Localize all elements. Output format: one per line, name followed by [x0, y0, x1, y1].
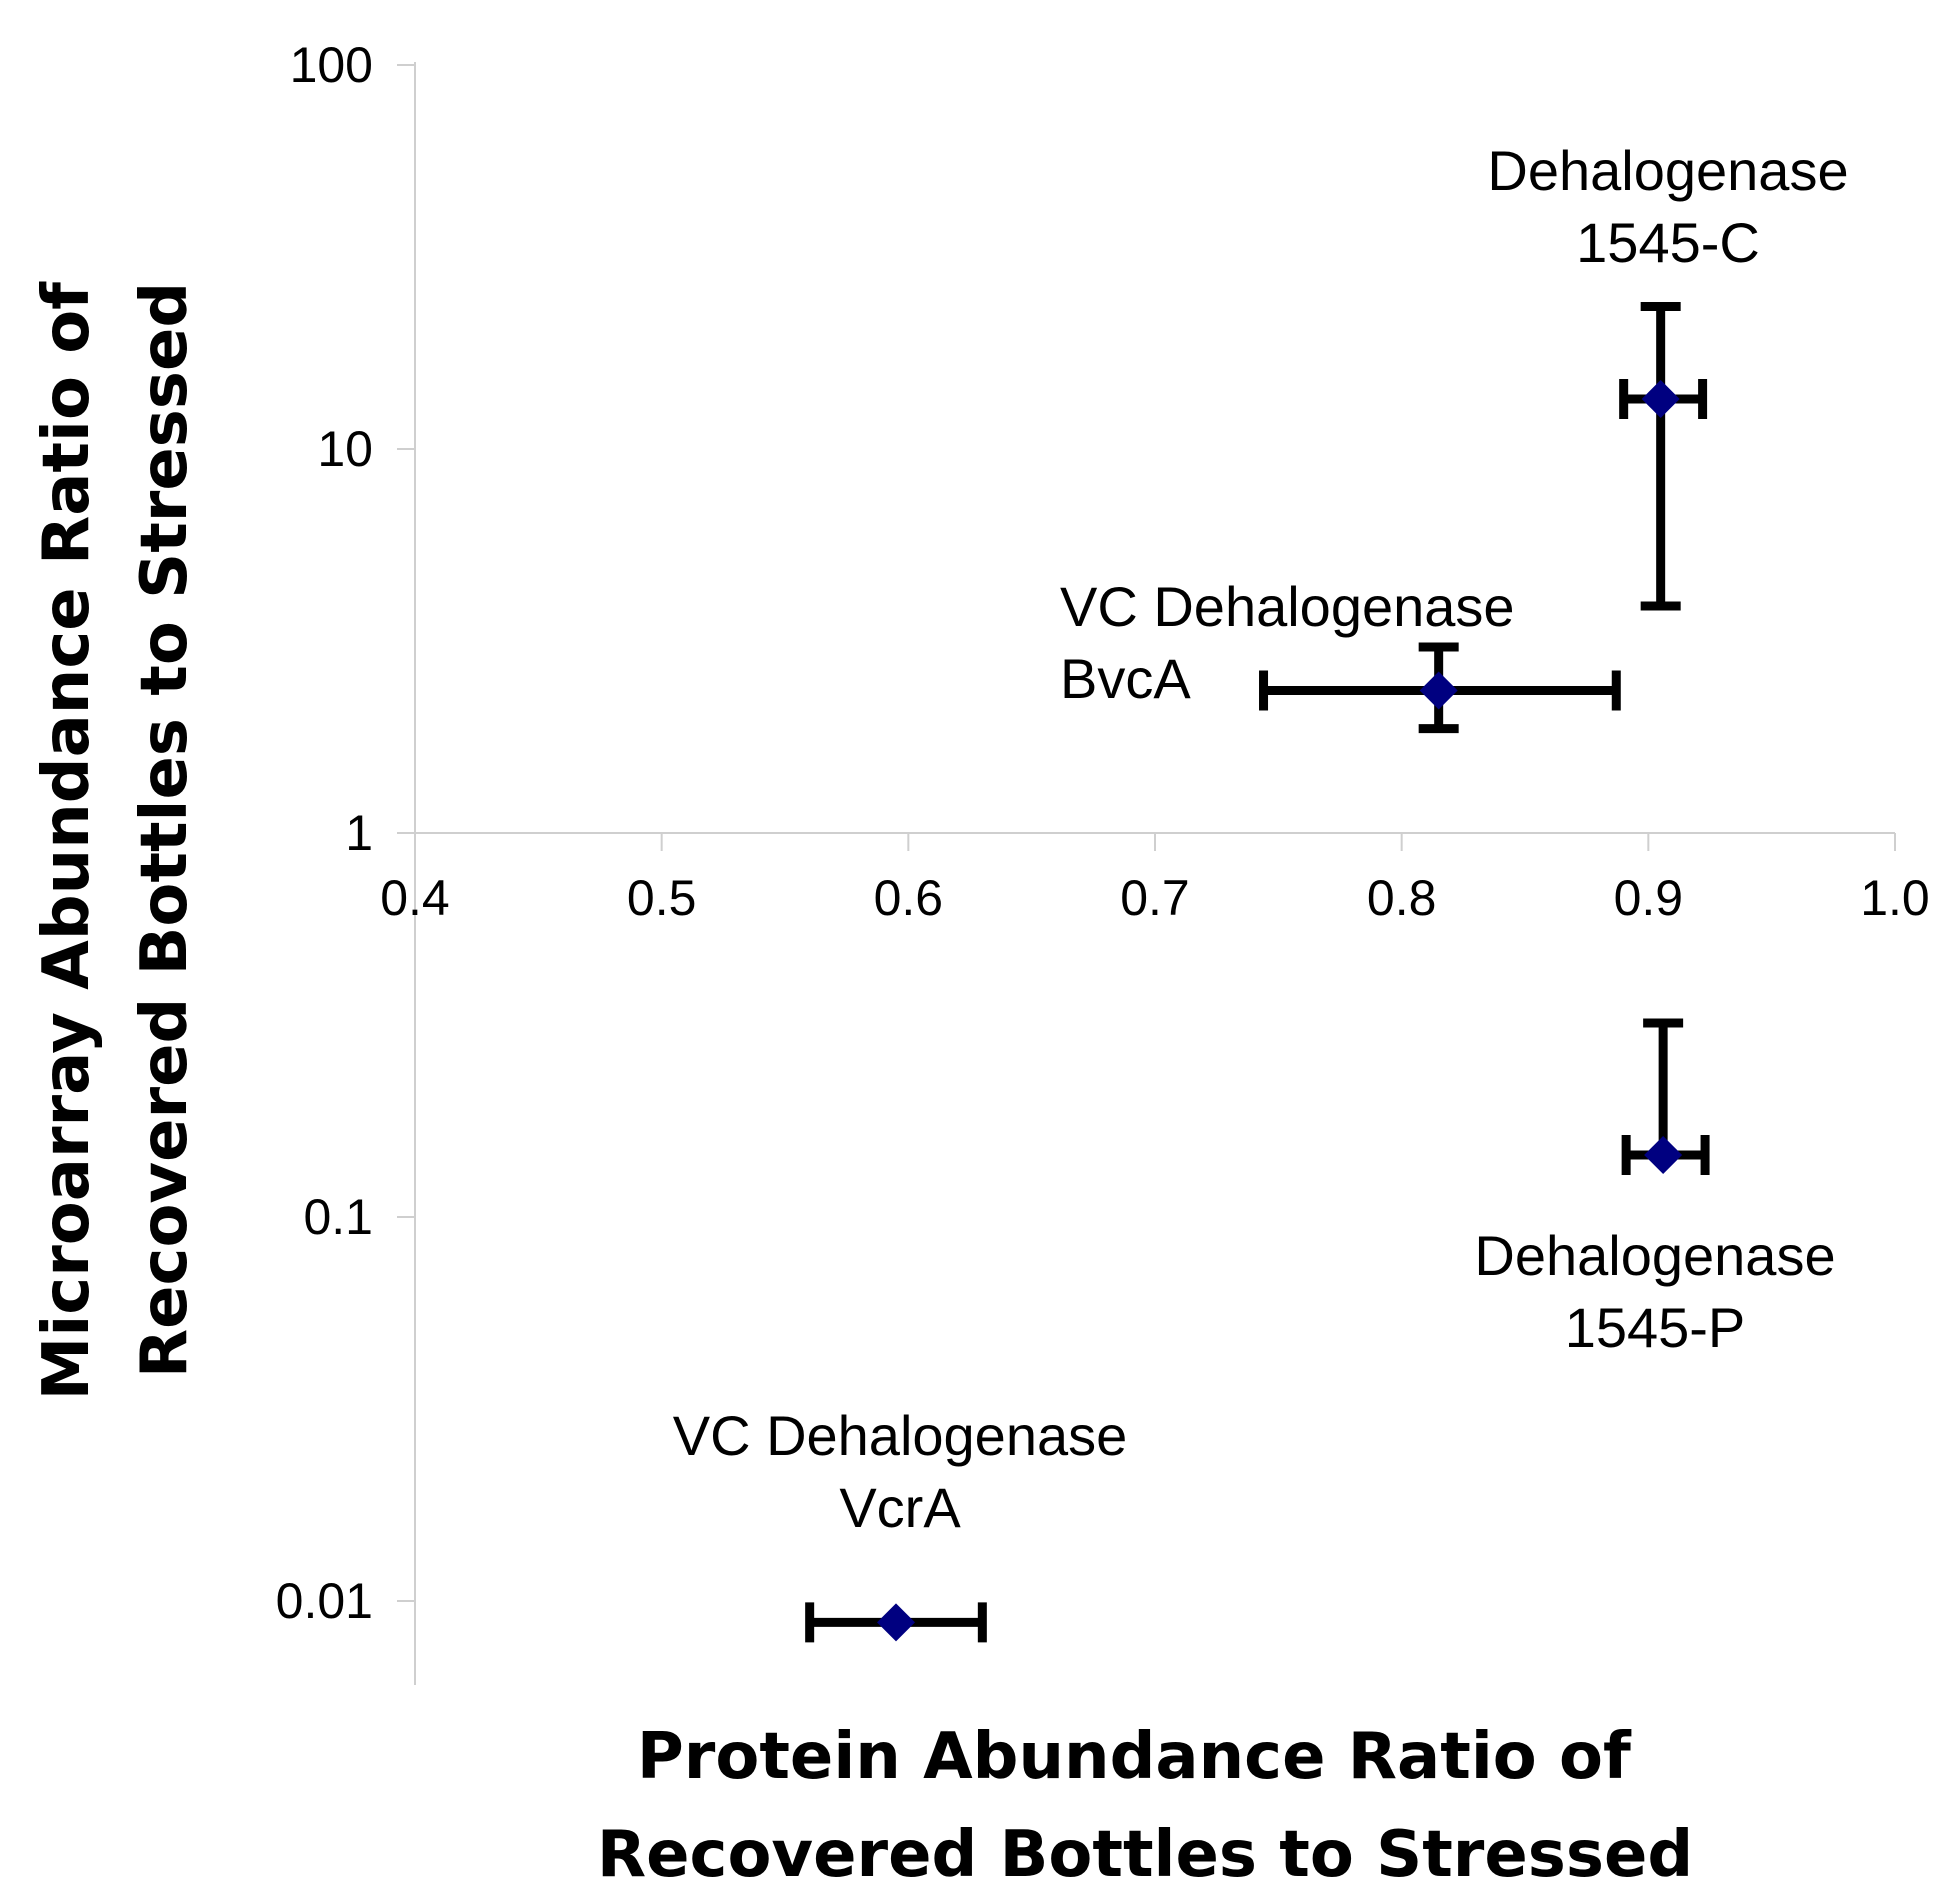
y-tick-label: 0.01: [276, 1573, 373, 1629]
point-label-line: 1545-P: [1565, 1296, 1746, 1359]
x-axis-title: Protein Abundance Ratio of Recovered Bot…: [597, 1720, 1693, 1892]
data-markers: [877, 379, 1683, 1642]
x-tick-label: 0.4: [380, 870, 450, 926]
data-point-2: [1419, 671, 1458, 710]
y-axis-title: Microarray Abundance Ratio of Recovered …: [30, 260, 202, 1401]
y-tick-label: 10: [317, 421, 373, 477]
ticks: 0.4 0.5 0.6 0.7 0.8 0.9 1.0 100 10 1 0.1 0.01: [276, 37, 1930, 1629]
error-bar-1: [1619, 302, 1708, 611]
point-label-4: VC Dehalogenase VcrA: [673, 1404, 1128, 1539]
point-label-line: 1545-C: [1576, 211, 1760, 274]
point-label-line: VC Dehalogenase: [1060, 575, 1515, 638]
y-axis-title-line-2: Recovered Bottles to Stressed: [128, 282, 202, 1378]
x-tick-label: 0.7: [1120, 870, 1190, 926]
point-annotations: Dehalogenase 1545-C VC Dehalogenase BvcA Deh…: [673, 139, 1849, 1539]
point-label-line: Dehalogenase: [1474, 1224, 1835, 1287]
y-axis-title-line-1: Microarray Abundance Ratio of: [30, 281, 104, 1401]
y-tick-label: 0.1: [303, 1189, 373, 1245]
x-axis-title-line-2: Recovered Bottles to Stressed: [597, 1818, 1693, 1892]
point-label-1: Dehalogenase 1545-C: [1487, 139, 1848, 274]
point-label-2: VC Dehalogenase BvcA: [1060, 575, 1515, 710]
x-tick-label: 0.6: [874, 870, 944, 926]
point-label-line: VcrA: [839, 1476, 961, 1539]
point-label-3: Dehalogenase 1545-P: [1474, 1224, 1835, 1359]
point-label-line: VC Dehalogenase: [673, 1404, 1128, 1467]
data-point-1: [1641, 379, 1680, 418]
data-point-4: [877, 1603, 915, 1642]
x-axis-title-line-1: Protein Abundance Ratio of: [637, 1720, 1632, 1794]
x-tick-label: 0.5: [627, 870, 697, 926]
point-label-line: BvcA: [1060, 647, 1191, 710]
y-tick-label: 1: [345, 805, 373, 861]
point-label-line: Dehalogenase: [1487, 139, 1848, 202]
x-tick-label: 0.8: [1367, 870, 1437, 926]
y-tick-label: 100: [290, 37, 373, 93]
data-point-3: [1644, 1136, 1683, 1175]
x-tick-label: 0.9: [1614, 870, 1684, 926]
x-tick-label: 1.0: [1860, 870, 1930, 926]
